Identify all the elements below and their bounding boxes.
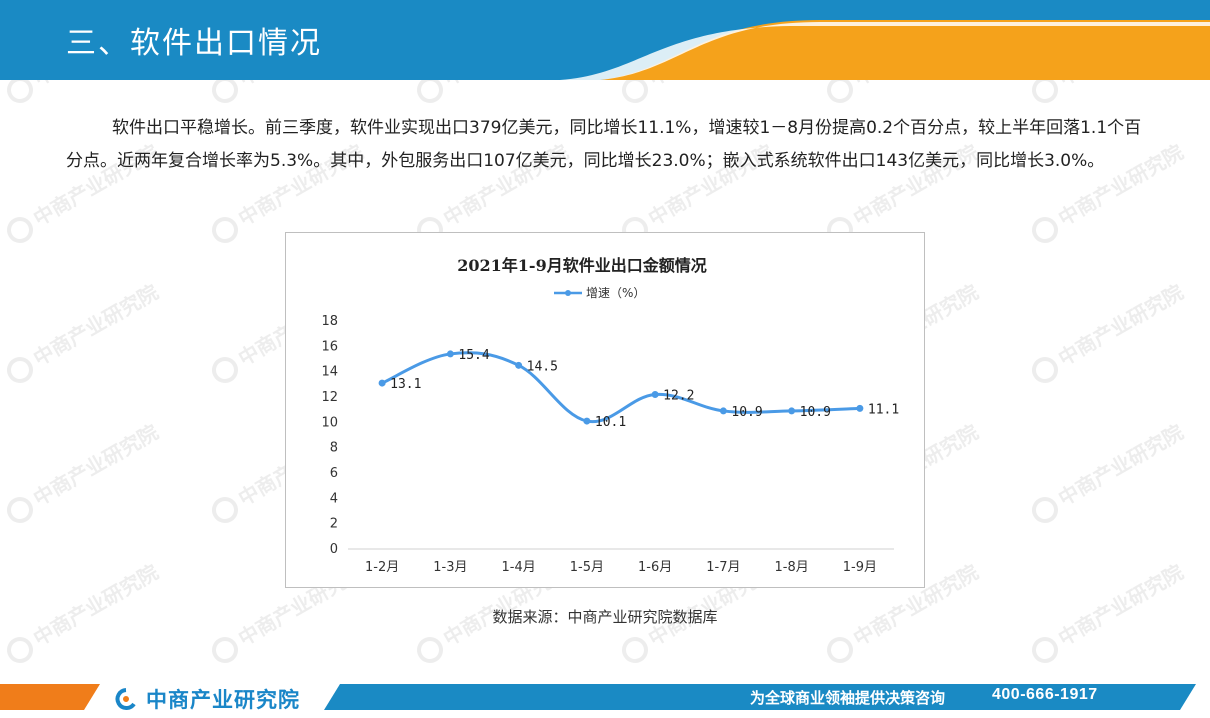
x-tick-label: 1-2月 (365, 560, 399, 575)
y-tick-label: 16 (321, 339, 338, 354)
x-tick-label: 1-9月 (843, 560, 877, 575)
data-label: 10.9 (800, 405, 831, 420)
header-background (0, 0, 1210, 80)
data-label: 10.9 (731, 405, 762, 420)
chart-title: 2021年1-9月软件业出口金额情况 (457, 256, 706, 275)
data-point (378, 379, 386, 387)
data-label: 13.1 (390, 377, 421, 392)
footer-brand: 中商产业研究院 (112, 684, 300, 714)
x-tick-label: 1-6月 (638, 560, 672, 575)
page-title: 三、软件出口情况 (66, 26, 322, 61)
data-label: 12.2 (663, 388, 694, 403)
data-label: 10.1 (595, 415, 626, 430)
intro-paragraph: 软件出口平稳增长。前三季度，软件业实现出口379亿美元，同比增长11.1%，增速… (66, 118, 1142, 171)
svg-text:中商产业研究院: 中商产业研究院 (1054, 420, 1187, 511)
legend-label: 增速（%） (586, 286, 645, 300)
svg-text:中商产业研究院: 中商产业研究院 (29, 280, 162, 371)
data-label: 15.4 (458, 348, 489, 363)
y-tick-label: 0 (330, 542, 338, 557)
y-tick-label: 18 (321, 314, 338, 329)
svg-text:中商产业研究院: 中商产业研究院 (1054, 280, 1187, 371)
y-tick-label: 10 (321, 415, 338, 430)
line-chart: 2021年1-9月软件业出口金额情况 增速（%） 0 2 4 6 8 10 12 14 16 18… (321, 256, 899, 575)
y-tick-label: 12 (321, 390, 338, 405)
x-tick-label: 1-7月 (706, 560, 740, 575)
watermark-mark: 中商产业研究院 (1032, 280, 1187, 383)
data-point (719, 407, 727, 415)
footer-bar (0, 680, 1210, 718)
footer-slogan: 为全球商业领袖提供决策咨询 (750, 689, 946, 707)
x-tick-label: 1-5月 (570, 560, 604, 575)
data-point (515, 361, 523, 369)
x-tick-label: 1-3月 (433, 560, 467, 575)
data-point (651, 390, 659, 398)
x-tick-label: 1-4月 (502, 560, 536, 575)
series-line (381, 351, 860, 424)
data-point (856, 404, 864, 412)
y-tick-label: 14 (321, 365, 338, 380)
data-label: 14.5 (527, 359, 558, 374)
footer-background (0, 684, 1210, 718)
brand-logo-icon (115, 688, 136, 710)
data-label: 11.1 (868, 402, 899, 417)
data-point (583, 417, 591, 425)
svg-text:中商产业研究院: 中商产业研究院 (29, 420, 162, 511)
data-point (446, 350, 454, 358)
legend-dot-marker (565, 290, 571, 296)
y-tick-label: 4 (330, 491, 338, 506)
data-point (788, 407, 796, 415)
y-tick-label: 6 (330, 466, 338, 481)
header-banner: 三、软件出口情况 (0, 0, 1210, 80)
data-source-note: 数据来源：中商产业研究院数据库 (492, 608, 718, 626)
watermark-mark: 中商产业研究院 (1032, 420, 1187, 523)
watermark-mark: 中商产业研究院 (6, 280, 162, 383)
brand-name: 中商产业研究院 (146, 688, 300, 712)
y-tick-label: 2 (330, 517, 338, 532)
watermark-mark: 中商产业研究院 (6, 420, 162, 523)
footer-phone: 400-666-1917 (992, 686, 1098, 703)
chart-frame: 2021年1-9月软件业出口金额情况 增速（%） 0 2 4 6 8 10 12 14 16 18… (285, 232, 925, 588)
chart-legend: 增速（%） (554, 286, 645, 300)
y-tick-label: 8 (330, 441, 338, 456)
x-tick-label: 1-8月 (775, 560, 809, 575)
